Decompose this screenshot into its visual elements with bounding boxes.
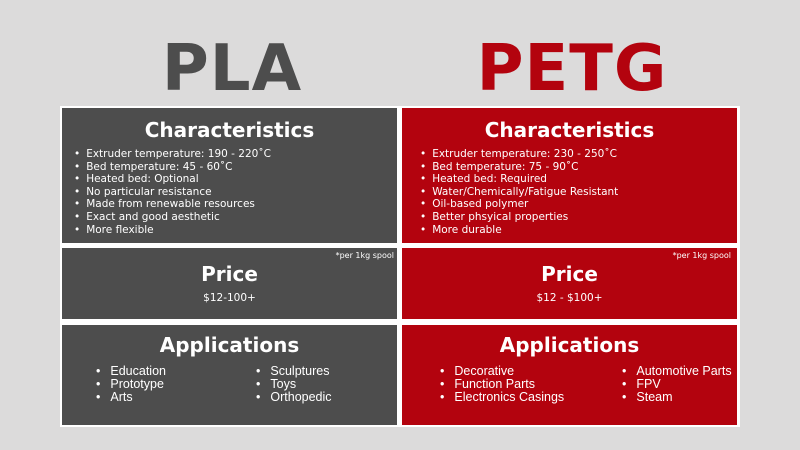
list-item: Automotive Parts [622, 365, 731, 378]
characteristics-list: Extruder temperature: 190 - 220˚CBed tem… [62, 148, 397, 236]
list-item: Water/Chemically/Fatigue Resistant [420, 186, 737, 199]
list-item: Toys [256, 378, 332, 391]
heading: Price [201, 262, 258, 286]
list-item: Education [96, 365, 256, 378]
list-item: Made from renewable resources [74, 198, 397, 211]
applications-list: Automotive PartsFPVSteam [622, 365, 732, 404]
heading: Applications [499, 333, 640, 357]
price-note: *per 1kg spool [672, 251, 731, 260]
heading: Price [541, 262, 598, 286]
heading: Applications [159, 333, 300, 357]
petg-title: PETG [476, 32, 668, 106]
heading: Characteristics [144, 118, 315, 142]
list-item: Extruder temperature: 190 - 220˚C [74, 148, 397, 161]
list-item: Decorative [440, 365, 622, 378]
petg-characteristics: Characteristics Extruder temperature: 23… [402, 108, 737, 243]
list-item: Bed temperature: 75 - 90˚C [420, 161, 737, 174]
petg-applications: Applications DecorativeFunction PartsEle… [402, 325, 737, 425]
list-item: Electronics Casings [440, 391, 622, 404]
list-item: Heated bed: Required [420, 173, 737, 186]
petg-price: *per 1kg spool Price $12 - $100+ [402, 248, 737, 319]
price-value: $12 - $100+ [536, 292, 603, 304]
price-note: *per 1kg spool [335, 251, 394, 260]
applications-list: DecorativeFunction PartsElectronics Casi… [440, 365, 622, 404]
pla-applications: Applications EducationPrototypeArtsSculp… [62, 325, 397, 425]
list-item: Extruder temperature: 230 - 250˚C [420, 148, 737, 161]
list-item: Exact and good aesthetic [74, 211, 397, 224]
applications-list: SculpturesToysOrthopedic [256, 365, 332, 404]
list-item: Heated bed: Optional [74, 173, 397, 186]
list-item: Arts [96, 391, 256, 404]
pla-price: *per 1kg spool Price $12-100+ [62, 248, 397, 319]
list-item: Steam [622, 391, 732, 404]
list-item: More flexible [74, 224, 397, 237]
list-item: Prototype [96, 378, 256, 391]
characteristics-list: Extruder temperature: 230 - 250˚CBed tem… [402, 148, 737, 236]
list-item: FPV [622, 378, 732, 391]
price-value: $12-100+ [203, 292, 256, 304]
list-item: Better phsyical properties [420, 211, 737, 224]
list-item: Orthopedic [256, 391, 331, 404]
applications-list: EducationPrototypeArts [96, 365, 256, 404]
list-item: No particular resistance [74, 186, 397, 199]
pla-characteristics: Characteristics Extruder temperature: 19… [62, 108, 397, 243]
list-item: Function Parts [440, 378, 622, 391]
list-item: Sculptures [256, 365, 332, 378]
pla-title: PLA [161, 32, 303, 106]
list-item: More durable [420, 224, 737, 237]
heading: Characteristics [484, 118, 655, 142]
list-item: Oil-based polymer [420, 198, 737, 211]
list-item: Bed temperature: 45 - 60˚C [74, 161, 397, 174]
